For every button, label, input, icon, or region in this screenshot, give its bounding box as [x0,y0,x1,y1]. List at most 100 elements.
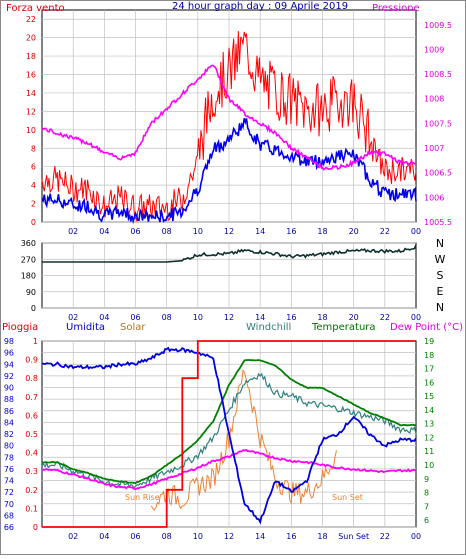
temperature-tick-label: 15 [424,392,434,401]
direction-tick-label: 360 [21,239,36,248]
x-tick-label: 02 [68,227,78,236]
x-tick-label: 08 [162,532,172,541]
temperature-tick-label: 11 [424,447,434,456]
x-tick-label: 08 [162,227,172,236]
humidity-tick-label: 68 [4,511,14,520]
legend-windchill: Windchill [246,322,291,333]
humidity-line [41,346,417,525]
temperature-tick-label: 7 [424,502,429,511]
x-tick-label: 14 [255,532,265,541]
x-tick-label: 04 [99,227,109,236]
legend-temperature: Temperatura [311,322,376,333]
sunrise-annotation: Sun Rise [125,493,160,502]
rain-tick-label: 0.5 [25,430,38,439]
humidity-tick-label: 96 [4,349,14,358]
temperature-humidity-series [41,340,417,528]
legend-rain: Pioggia [2,322,38,333]
x-tick-label: 12 [224,532,234,541]
x-tick-label: 14 [255,313,265,322]
temperature-tick-label: 6 [424,516,429,525]
pressure-tick-label: 1005.5 [424,218,452,227]
wind-direction-series [42,244,417,263]
humidity-tick-label: 90 [4,384,14,393]
x-tick-label: 10 [193,313,203,322]
x-tick-label: 00 [411,227,421,236]
compass-e: E [437,285,444,298]
rain-line [42,340,416,528]
wind-gust-line [41,31,417,223]
direction-tick-label: 180 [21,272,36,281]
temperature-tick-label: 16 [424,378,434,387]
pressure-label: Pressione [372,3,420,14]
rain-tick-label: 0.6 [25,411,38,420]
humidity-tick-label: 80 [4,442,14,451]
humidity-tick-label: 84 [4,418,14,427]
rain-tick-label: 0.2 [25,486,38,495]
pressure-tick-label: 1006.5 [424,169,452,178]
wind-tick-label: 2 [31,200,36,209]
humidity-tick-label: 66 [4,523,14,532]
humidity-tick-label: 86 [4,407,14,416]
temperature-tick-label: 10 [424,461,434,470]
wind-tick-label: 18 [26,52,36,61]
humidity-tick-label: 94 [4,360,14,369]
wind-pressure-grid [42,10,416,223]
wind-tick-label: 14 [26,89,36,98]
wind-tick-label: 8 [31,144,36,153]
x-tick-label: 18 [317,532,327,541]
x-tick-label: Sun Set [338,532,369,541]
rain-axis: 0 0.1 0.2 0.3 0.4 0.5 0.6 0.7 0.8 0.9 1 [25,337,38,532]
humidity-axis: 66 68 70 72 74 76 78 80 82 84 86 88 90 92 94 96 98 [4,337,14,532]
x-tick-label: 00 [411,313,421,322]
rain-tick-label: 0.9 [25,356,38,365]
x-tick-label: 14 [255,227,265,236]
solar-line [150,368,337,511]
pressure-line [41,64,417,171]
temperature-tick-label: 9 [424,475,429,484]
wind-pressure-time-axis: 02 04 06 08 10 12 14 16 18 20 22 00 [68,227,421,236]
rain-tick-label: 0.4 [25,449,38,458]
rain-tick-label: 0.3 [25,467,38,476]
rain-tick-label: 0.7 [25,393,38,402]
x-tick-label: 02 [68,313,78,322]
x-tick-label: 18 [317,227,327,236]
wind-tick-label: 4 [31,181,36,190]
temperature-tick-label: 17 [424,365,434,374]
pressure-tick-label: 1008.5 [424,70,452,79]
temperature-humidity-time-axis: 02 04 06 08 10 12 14 16 18 Sun Set 22 00 [68,532,421,541]
direction-tick-label: 90 [26,288,36,297]
temperature-tick-label: 18 [424,351,434,360]
x-tick-label: 12 [224,227,234,236]
rain-tick-label: 0.8 [25,374,38,383]
pressure-tick-label: 1007.5 [424,119,452,128]
temperature-tick-label: 8 [424,489,429,498]
compass-s: S [437,269,444,282]
rain-tick-label: 0 [33,523,38,532]
x-tick-label: 06 [130,532,140,541]
humidity-tick-label: 88 [4,395,14,404]
temperature-tick-label: 12 [424,433,434,442]
humidity-tick-label: 70 [4,500,14,509]
x-tick-label: 20 [349,227,359,236]
chart-title: 24 hour graph day : 09 Aprile 2019 [172,1,348,12]
direction-tick-label: 270 [21,255,36,264]
wind-tick-label: 12 [26,107,36,116]
temperature-tick-label: 13 [424,420,434,429]
pressure-tick-label: 1007 [424,144,444,153]
legend-dewpoint: Dew Point (°C) [390,322,463,333]
rain-tick-label: 0.1 [25,504,38,513]
x-tick-label: 20 [349,313,359,322]
x-tick-label: 06 [130,227,140,236]
humidity-tick-label: 92 [4,372,14,381]
humidity-tick-label: 76 [4,465,14,474]
humidity-tick-label: 78 [4,453,14,462]
wind-tick-label: 6 [31,163,36,172]
x-tick-label: 22 [380,532,390,541]
temperature-axis: 6 7 8 9 10 11 12 13 14 15 16 17 18 19 [424,337,434,525]
x-tick-label: 00 [411,532,421,541]
